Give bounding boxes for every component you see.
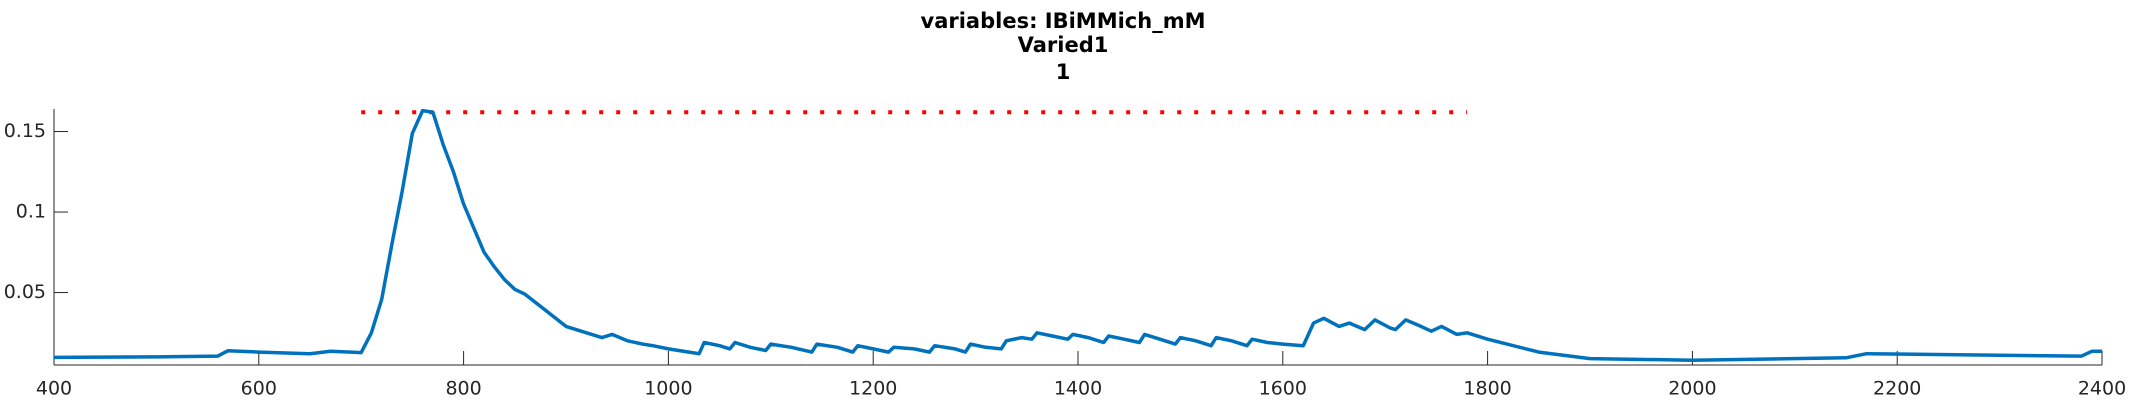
- y-tick-label: 0.1: [16, 201, 46, 223]
- y-tick-label: 0.15: [4, 120, 46, 142]
- chart-subtitle: 1: [1056, 60, 1071, 84]
- y-tick-label: 0.05: [4, 281, 46, 303]
- x-tick-label: 2000: [1668, 378, 1716, 400]
- chart-title: variables: IBiMMich_mM: [921, 9, 1206, 33]
- x-tick-label: 1800: [1463, 378, 1511, 400]
- data-line: [53, 108, 2102, 362]
- x-tick-label: 2200: [1873, 378, 1921, 400]
- x-tick-label: 1600: [1259, 378, 1307, 400]
- x-tick-label: 400: [36, 378, 72, 400]
- x-tick-label: 600: [241, 378, 277, 400]
- chart-subtitle: Varied1: [1018, 33, 1109, 57]
- x-tick-label: 1000: [644, 378, 692, 400]
- x-tick-label: 1200: [849, 378, 897, 400]
- x-tick-label: 2400: [2078, 378, 2126, 400]
- x-tick-label: 1400: [1054, 378, 1102, 400]
- x-tick-label: 800: [445, 378, 481, 400]
